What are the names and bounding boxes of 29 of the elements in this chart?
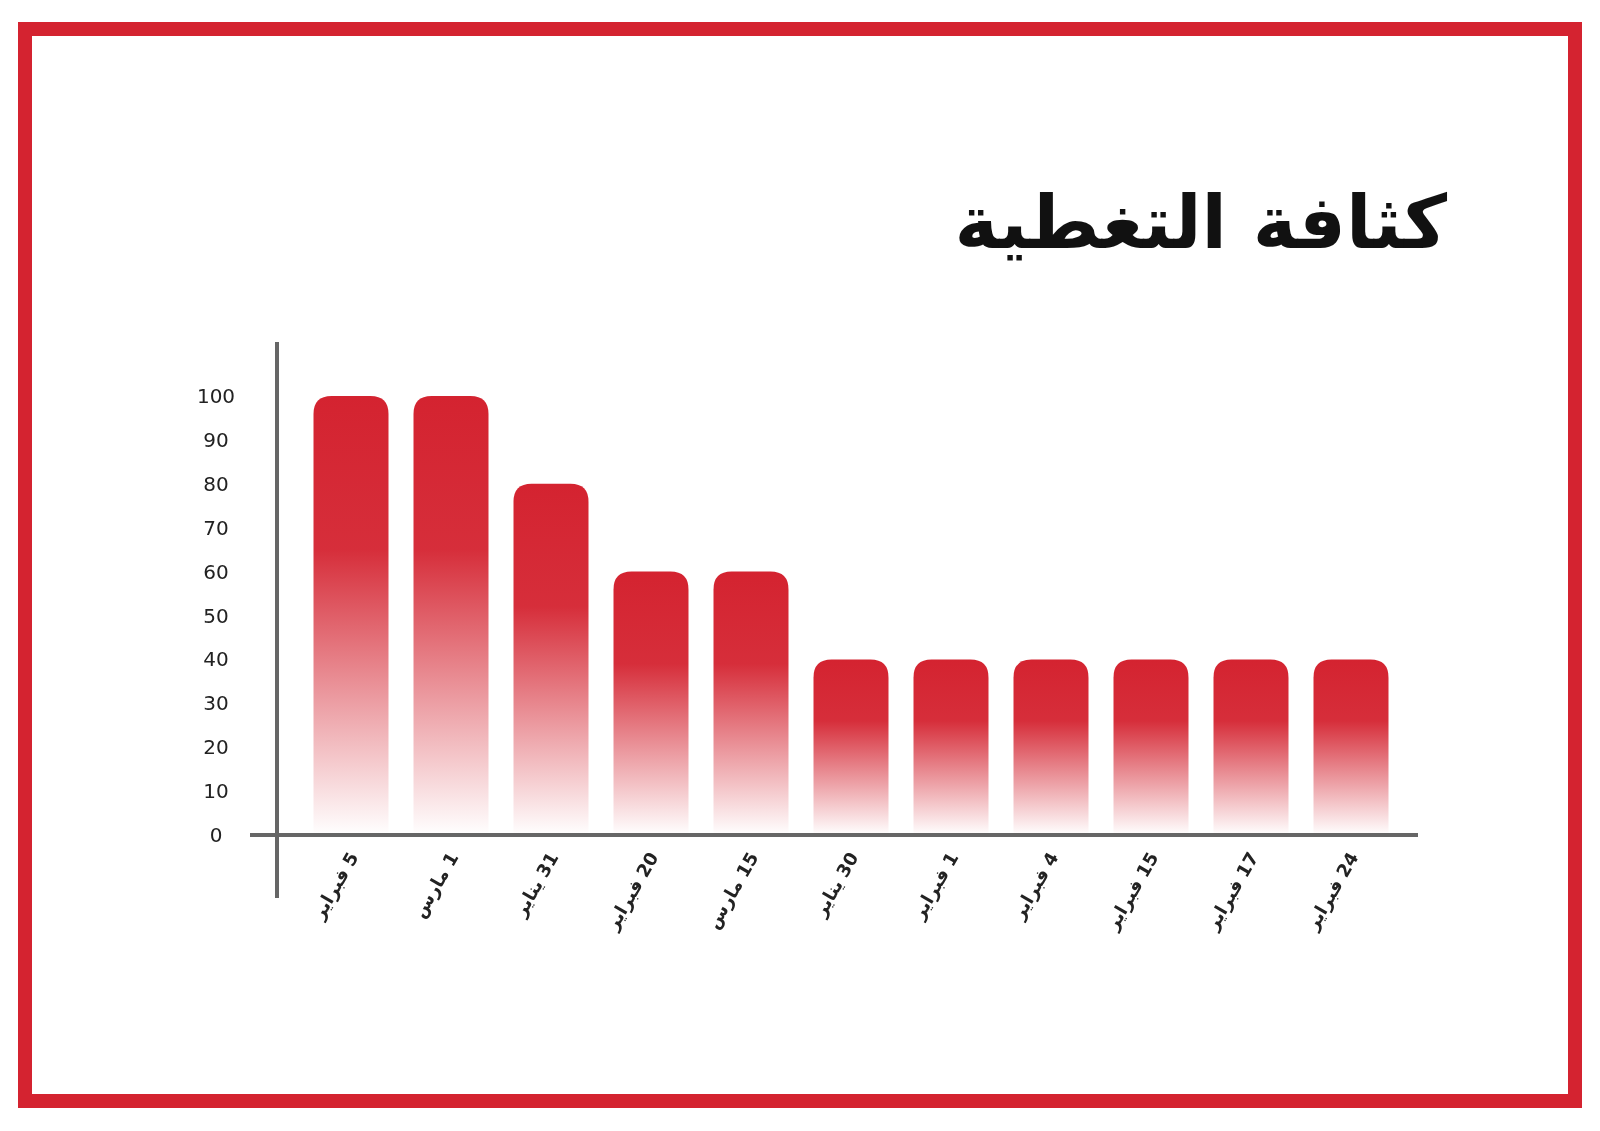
chart-title: كثافة التغطية [954, 179, 1448, 265]
x-tick-label: 20 فبراير [600, 848, 664, 935]
y-tick-label: 40 [203, 647, 229, 672]
y-tick-label: 70 [203, 515, 229, 540]
x-tick-label: 17 فبراير [1200, 848, 1264, 935]
y-tick-label: 10 [203, 779, 229, 804]
x-tick-label: 30 يناير [808, 848, 864, 922]
x-tick-label: 4 فبراير [1007, 848, 1064, 924]
y-tick-label: 50 [203, 603, 229, 628]
y-tick-label: 0 [209, 823, 223, 847]
y-tick-label: 80 [203, 471, 229, 496]
bar [813, 659, 889, 835]
x-tick-label: 1 مارس [408, 848, 463, 922]
bar [1213, 659, 1289, 835]
bar [1113, 659, 1189, 835]
y-tick-label: 60 [203, 559, 229, 584]
x-tick-label: 24 فبراير [1300, 848, 1364, 935]
y-tick-label: 30 [203, 691, 229, 716]
bar [1313, 659, 1389, 835]
x-tick-label: 15 فبراير [1100, 848, 1164, 935]
y-tick-label: 90 [203, 427, 229, 452]
y-tick-label: 20 [203, 735, 229, 760]
x-tick-label: 5 فبراير [307, 848, 364, 924]
y-tick-label: 100 [196, 384, 236, 408]
bar [913, 659, 989, 835]
bar [1013, 659, 1089, 835]
x-tick-label: 1 فبراير [907, 848, 964, 924]
x-tick-label: 31 يناير [508, 848, 564, 922]
x-tick-label: 15 مارس [702, 848, 763, 933]
